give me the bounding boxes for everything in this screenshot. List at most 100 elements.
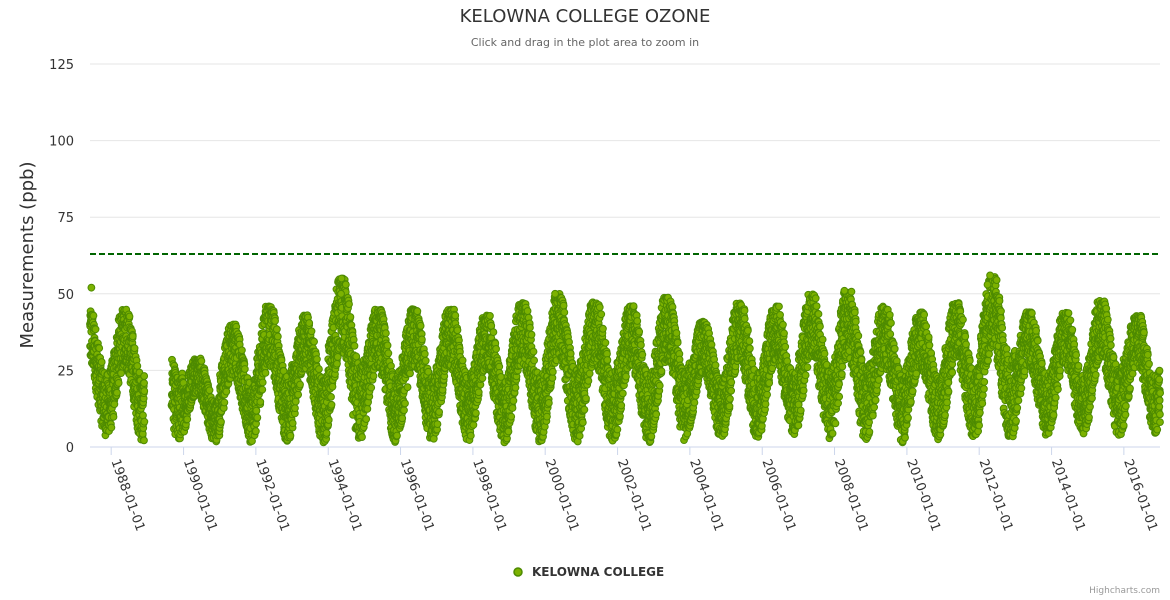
data-point[interactable] bbox=[140, 436, 148, 445]
data-point[interactable] bbox=[110, 400, 119, 409]
data-point[interactable] bbox=[435, 408, 444, 416]
data-point[interactable] bbox=[272, 325, 281, 334]
data-point[interactable] bbox=[125, 312, 134, 321]
data-point[interactable] bbox=[433, 420, 442, 429]
data-point[interactable] bbox=[548, 367, 557, 376]
data-point[interactable] bbox=[352, 352, 361, 361]
data-point[interactable] bbox=[197, 357, 206, 365]
data-point[interactable] bbox=[413, 307, 422, 316]
data-point[interactable] bbox=[486, 311, 494, 320]
data-point[interactable] bbox=[133, 362, 142, 370]
data-point[interactable] bbox=[222, 387, 231, 396]
data-point[interactable] bbox=[322, 429, 331, 437]
data-point[interactable] bbox=[305, 319, 314, 327]
data-point[interactable] bbox=[507, 412, 516, 421]
data-point[interactable] bbox=[523, 307, 532, 315]
data-point[interactable] bbox=[362, 415, 371, 423]
data-point[interactable] bbox=[258, 385, 267, 394]
data-point[interactable] bbox=[527, 330, 536, 339]
data-point[interactable] bbox=[205, 386, 214, 395]
data-point[interactable] bbox=[529, 347, 538, 356]
data-point[interactable] bbox=[271, 317, 279, 325]
data-point[interactable] bbox=[286, 431, 295, 440]
data-point[interactable] bbox=[559, 301, 568, 310]
data-point[interactable] bbox=[252, 406, 261, 415]
data-point[interactable] bbox=[251, 427, 260, 436]
data-point[interactable] bbox=[363, 405, 372, 413]
data-point[interactable] bbox=[220, 398, 229, 407]
data-point[interactable] bbox=[294, 390, 303, 399]
data-point[interactable] bbox=[511, 383, 520, 392]
data-point[interactable] bbox=[599, 324, 607, 333]
data-point[interactable] bbox=[313, 355, 321, 364]
data-point[interactable] bbox=[253, 413, 262, 422]
data-point[interactable] bbox=[95, 344, 104, 353]
data-point[interactable] bbox=[400, 406, 408, 415]
data-point[interactable] bbox=[398, 414, 407, 423]
data-point[interactable] bbox=[109, 412, 118, 421]
data-point[interactable] bbox=[474, 388, 483, 397]
data-point[interactable] bbox=[91, 325, 100, 334]
data-point[interactable] bbox=[384, 349, 393, 358]
data-point[interactable] bbox=[327, 400, 336, 409]
data-point[interactable] bbox=[418, 335, 426, 344]
data-point[interactable] bbox=[489, 328, 498, 337]
data-point[interactable] bbox=[358, 433, 366, 441]
data-point[interactable] bbox=[346, 313, 355, 321]
data-point[interactable] bbox=[107, 423, 116, 432]
data-point[interactable] bbox=[237, 346, 246, 355]
data-point[interactable] bbox=[341, 280, 350, 289]
data-point[interactable] bbox=[421, 356, 430, 365]
data-point[interactable] bbox=[288, 419, 297, 428]
data-point[interactable] bbox=[140, 387, 149, 395]
data-point[interactable] bbox=[429, 434, 438, 443]
data-point[interactable] bbox=[114, 379, 123, 387]
data-point[interactable] bbox=[140, 417, 149, 426]
data-point[interactable] bbox=[117, 369, 125, 378]
data-point[interactable] bbox=[526, 323, 534, 332]
data-point[interactable] bbox=[140, 379, 148, 387]
data-point[interactable] bbox=[580, 405, 589, 414]
data-point[interactable] bbox=[451, 311, 460, 320]
data-point[interactable] bbox=[584, 376, 593, 385]
data-point[interactable] bbox=[595, 303, 604, 312]
data-point[interactable] bbox=[469, 421, 478, 429]
data-point[interactable] bbox=[217, 417, 225, 426]
data-point[interactable] bbox=[345, 300, 353, 309]
scatter-points[interactable] bbox=[86, 271, 1164, 447]
data-point[interactable] bbox=[585, 369, 594, 378]
data-point[interactable] bbox=[296, 380, 304, 389]
data-point[interactable] bbox=[310, 337, 318, 346]
data-point[interactable] bbox=[544, 399, 553, 407]
data-point[interactable] bbox=[453, 326, 462, 335]
data-point[interactable] bbox=[403, 383, 412, 392]
data-point[interactable] bbox=[327, 393, 335, 401]
data-point[interactable] bbox=[333, 353, 342, 361]
data-point[interactable] bbox=[183, 415, 192, 424]
data-point[interactable] bbox=[478, 374, 487, 383]
data-point[interactable] bbox=[258, 378, 267, 387]
data-point[interactable] bbox=[597, 310, 606, 319]
data-point[interactable] bbox=[492, 345, 500, 353]
data-point[interactable] bbox=[582, 394, 590, 403]
data-point[interactable] bbox=[487, 321, 496, 330]
data-point[interactable] bbox=[504, 427, 513, 436]
data-point[interactable] bbox=[578, 418, 587, 427]
data-point[interactable] bbox=[307, 327, 316, 336]
data-point[interactable] bbox=[416, 321, 425, 330]
data-point[interactable] bbox=[89, 311, 98, 320]
data-point[interactable] bbox=[420, 349, 429, 358]
data-point[interactable] bbox=[466, 431, 475, 440]
data-point[interactable] bbox=[560, 308, 569, 317]
data-point[interactable] bbox=[97, 358, 106, 366]
data-point[interactable] bbox=[393, 431, 401, 440]
data-point[interactable] bbox=[603, 356, 612, 364]
data-point[interactable] bbox=[350, 341, 359, 350]
data-point[interactable] bbox=[324, 416, 333, 424]
data-point[interactable] bbox=[140, 372, 149, 380]
data-point[interactable] bbox=[401, 399, 409, 408]
data-point[interactable] bbox=[458, 356, 467, 365]
data-point[interactable] bbox=[256, 397, 265, 406]
data-point[interactable] bbox=[291, 404, 299, 413]
